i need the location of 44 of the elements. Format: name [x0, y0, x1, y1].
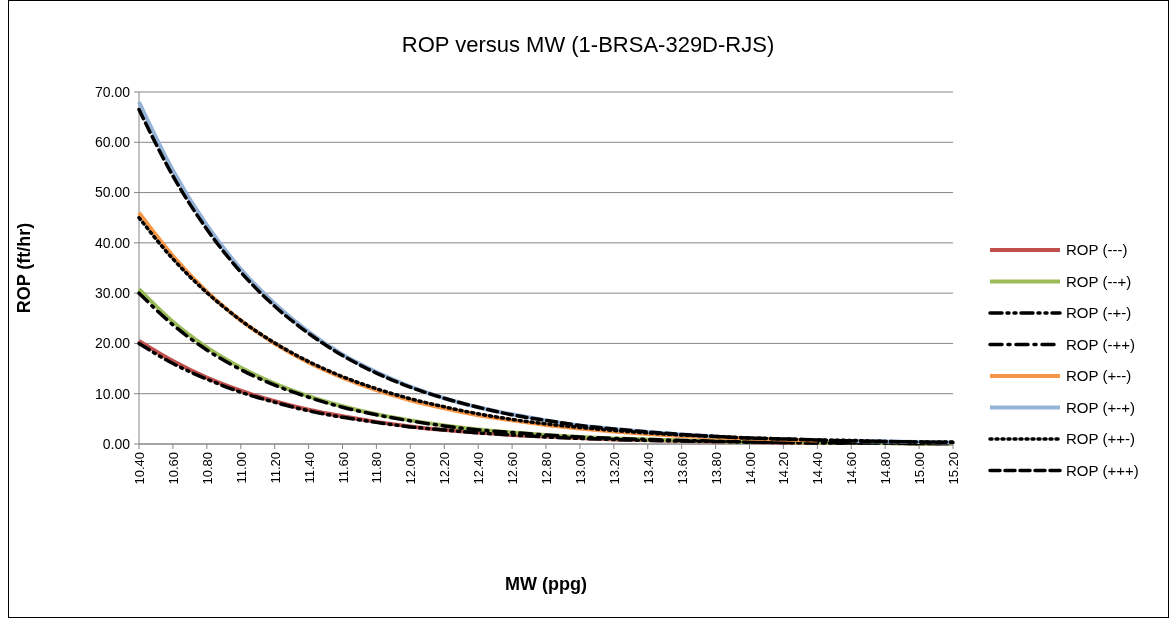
x-tick-label: 12.60 [505, 452, 521, 485]
y-tick-label: 30.00 [94, 285, 131, 302]
y-tick-label: 70.00 [94, 83, 131, 100]
x-tick-label: 15.00 [912, 452, 928, 485]
legend-label: ROP (--+) [1066, 272, 1132, 290]
x-tick-label: 14.60 [844, 452, 860, 485]
legend-label: ROP (++-) [1066, 430, 1135, 448]
y-tick-label: 40.00 [94, 234, 131, 251]
x-tick-label: 12.00 [403, 452, 419, 485]
x-tick-label: 13.80 [708, 452, 724, 485]
y-tick-label: 20.00 [94, 335, 131, 352]
legend-label: ROP (---) [1066, 241, 1128, 259]
x-tick-label: 14.00 [742, 452, 758, 485]
x-tick-label: 14.80 [878, 452, 894, 485]
y-axis-title: ROP (ft/hr) [14, 222, 34, 314]
x-tick-label: 11.20 [267, 452, 283, 484]
x-tick-label: 11.00 [233, 452, 249, 484]
y-tick-label: 50.00 [94, 184, 131, 201]
x-tick-label: 12.40 [471, 452, 487, 485]
legend-label: ROP (-+-) [1066, 304, 1132, 322]
legend-label: ROP (+--) [1066, 367, 1132, 385]
x-tick-label: 14.20 [776, 452, 792, 485]
legend-label: ROP (-++) [1066, 335, 1135, 353]
x-tick-label: 12.80 [539, 452, 554, 485]
x-tick-label: 13.60 [674, 452, 690, 485]
x-tick-label: 11.80 [369, 452, 385, 484]
x-tick-label: 10.80 [199, 452, 215, 485]
x-tick-label: 13.40 [640, 452, 656, 485]
x-tick-label: 10.40 [132, 452, 147, 485]
x-tick-label: 12.20 [437, 452, 453, 485]
y-tick-label: 60.00 [94, 134, 131, 151]
x-tick-label: 15.20 [946, 452, 961, 485]
x-axis-title: MW (ppg) [505, 574, 587, 594]
y-tick-label: 10.00 [94, 385, 131, 402]
x-tick-label: 14.40 [810, 452, 826, 485]
x-tick-label: 10.60 [165, 452, 181, 485]
legend-label: ROP (+-+) [1066, 398, 1135, 416]
x-tick-label: 13.20 [606, 452, 622, 485]
legend-label: ROP (+++) [1066, 461, 1139, 479]
x-tick-label: 13.00 [572, 452, 588, 485]
y-tick-label: 0.00 [102, 435, 131, 452]
x-tick-label: 11.40 [301, 452, 317, 484]
x-tick-label: 11.60 [335, 452, 351, 484]
chart-title: ROP versus MW (1-BRSA-329D-RJS) [401, 32, 775, 57]
